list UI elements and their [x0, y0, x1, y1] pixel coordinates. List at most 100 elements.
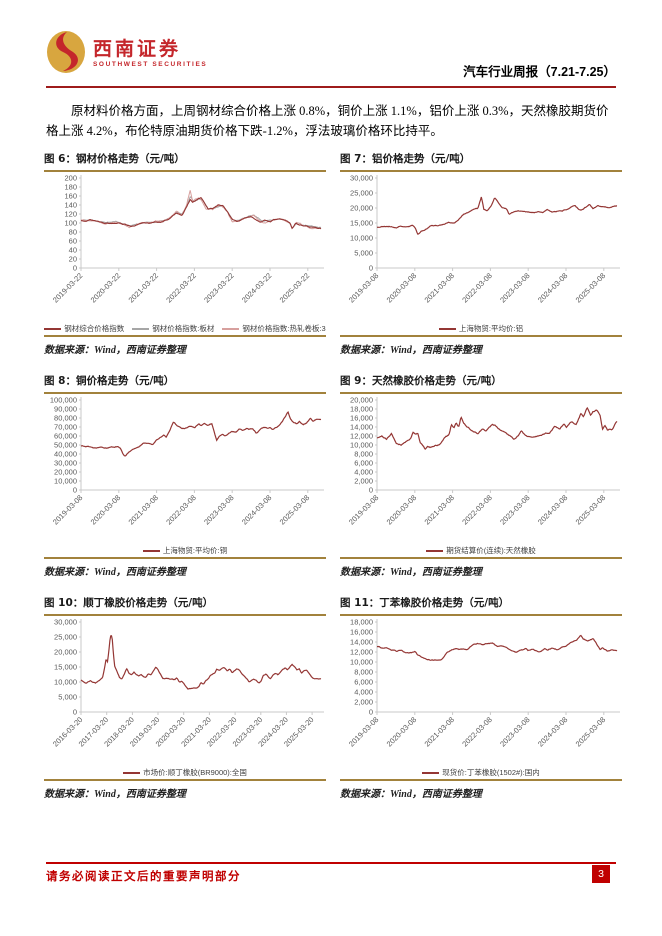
svg-text:0: 0 [369, 264, 373, 273]
svg-text:6,000: 6,000 [354, 459, 373, 468]
legend-item: 市场价:顺丁橡胶(BR9000):全国 [123, 767, 247, 778]
svg-text:30,000: 30,000 [54, 459, 77, 468]
svg-text:2024-03-08: 2024-03-08 [240, 493, 273, 526]
footer-disclaimer: 请务必阅读正文后的重要声明部分 [46, 871, 241, 883]
svg-text:18,000: 18,000 [350, 618, 373, 627]
legend-item: 上海物贸:平均价:铜 [142, 545, 228, 556]
footer-rule [46, 862, 616, 864]
svg-text:16,000: 16,000 [350, 628, 373, 637]
legend-item: 钢材价格指数:板材 [132, 323, 214, 334]
header-rule [46, 86, 616, 88]
line-chart-sbr-rubber: 0 2,000 4,000 6,000 8,000 10,000 12,000 14,000 1… [340, 616, 622, 766]
legend-swatch [422, 771, 440, 774]
svg-text:5,000: 5,000 [354, 249, 373, 258]
line-chart-natural-rubber: 0 2,000 4,000 6,000 8,000 10,000 12,000 14,000 1… [340, 394, 622, 544]
svg-text:10,000: 10,000 [350, 234, 373, 243]
line-chart-aluminum: 0 5,000 10,000 15,000 20,000 25,000 30,000 2019… [340, 172, 622, 322]
svg-text:40,000: 40,000 [54, 450, 77, 459]
report-title: 汽车行业周报（7.21-7.25） [463, 65, 616, 79]
svg-text:2021-03-08: 2021-03-08 [127, 493, 160, 526]
figure-bottom-rule [340, 335, 622, 337]
chart-legend: 钢材综合价格指数 钢材价格指数:板材 钢材价格指数:热轧卷板:3 [44, 322, 326, 335]
svg-text:14,000: 14,000 [350, 638, 373, 647]
svg-text:0: 0 [73, 708, 77, 717]
svg-text:2019-03-08: 2019-03-08 [347, 271, 380, 304]
legend-label: 钢材价格指数:热轧卷板:3 [242, 324, 326, 333]
svg-text:2021-03-08: 2021-03-08 [423, 271, 456, 304]
svg-text:2019-03-08: 2019-03-08 [347, 715, 380, 748]
chart-legend: 期货结算价(连续):天然橡胶 [340, 544, 622, 557]
figure-title: 图 11：丁苯橡胶价格走势（元/吨） [340, 597, 510, 609]
legend-label: 上海物贸:平均价:铜 [162, 546, 228, 555]
svg-text:25,000: 25,000 [54, 633, 77, 642]
legend-swatch [426, 549, 444, 552]
svg-text:2022-03-08: 2022-03-08 [164, 493, 197, 526]
brand-swirl-icon [46, 30, 86, 79]
legend-swatch [132, 327, 150, 330]
svg-text:2024-03-08: 2024-03-08 [536, 493, 569, 526]
svg-text:60: 60 [69, 237, 77, 246]
svg-text:2025-03-08: 2025-03-08 [574, 271, 607, 304]
svg-text:2020-03-22: 2020-03-22 [89, 271, 122, 304]
svg-text:2023-03-08: 2023-03-08 [498, 715, 531, 748]
legend-swatch [44, 327, 62, 330]
legend-item: 钢材综合价格指数 [44, 323, 124, 334]
svg-text:180: 180 [64, 183, 77, 192]
figure-title: 图 10：顺丁橡胶价格走势（元/吨） [44, 597, 214, 609]
svg-text:2023-03-22: 2023-03-22 [202, 271, 235, 304]
legend-label: 期货结算价(连续):天然橡胶 [446, 546, 536, 555]
legend-label: 市场价:顺丁橡胶(BR9000):全国 [143, 768, 247, 777]
svg-text:15,000: 15,000 [350, 219, 373, 228]
svg-text:20,000: 20,000 [350, 396, 373, 405]
legend-swatch [123, 771, 141, 774]
svg-text:2022-03-08: 2022-03-08 [460, 715, 493, 748]
svg-text:100,000: 100,000 [50, 396, 77, 405]
legend-label: 钢材综合价格指数 [64, 324, 125, 333]
legend-swatch [222, 327, 240, 330]
svg-text:70,000: 70,000 [54, 423, 77, 432]
brand-logo: 西南证券 SOUTHWEST SECURITIES [46, 30, 207, 79]
line-chart-copper: 0 10,000 20,000 30,000 40,000 50,000 60,000 70,… [44, 394, 326, 544]
svg-text:20,000: 20,000 [350, 204, 373, 213]
svg-text:0: 0 [369, 486, 373, 495]
brand-subtitle: SOUTHWEST SECURITIES [93, 61, 208, 69]
svg-text:20,000: 20,000 [54, 648, 77, 657]
svg-text:2020-03-08: 2020-03-08 [89, 493, 122, 526]
legend-item: 钢材价格指数:热轧卷板:3 [222, 323, 326, 334]
chart-legend: 上海物贸:平均价:铜 [44, 544, 326, 557]
svg-text:80,000: 80,000 [54, 414, 77, 423]
svg-text:25,000: 25,000 [350, 189, 373, 198]
svg-text:2019-03-22: 2019-03-22 [51, 271, 84, 304]
figure-source: 数据来源：Wind，西南证券整理 [340, 789, 482, 800]
svg-text:2022-03-08: 2022-03-08 [460, 493, 493, 526]
svg-text:20: 20 [69, 255, 77, 264]
figure-10: 图 10：顺丁橡胶价格走势（元/吨） 0 5,000 10,000 15,000 20,… [44, 594, 326, 802]
svg-text:20,000: 20,000 [54, 468, 77, 477]
page-number-badge: 3 [592, 865, 610, 883]
legend-item: 现货价:丁苯橡胶(1502#):国内 [422, 767, 540, 778]
svg-text:2022-03-08: 2022-03-08 [460, 271, 493, 304]
svg-text:2019-03-08: 2019-03-08 [347, 493, 380, 526]
figure-source: 数据来源：Wind，西南证券整理 [44, 345, 186, 356]
svg-text:40: 40 [69, 246, 77, 255]
legend-item: 期货结算价(连续):天然橡胶 [426, 545, 536, 556]
figure-11: 图 11：丁苯橡胶价格走势（元/吨） 0 2,000 4,000 6,000 8,000… [340, 594, 622, 802]
svg-text:4,000: 4,000 [354, 468, 373, 477]
figure-7: 图 7：铝价格走势（元/吨） 0 5,000 10,000 15,000 20,000 2… [340, 150, 622, 358]
svg-text:2019-03-08: 2019-03-08 [51, 493, 84, 526]
svg-text:30,000: 30,000 [54, 618, 77, 627]
figure-top-rule [44, 614, 326, 616]
figure-6: 图 6：钢材价格走势（元/吨） 0 20 40 60 80 100 120 140 160 180… [44, 150, 326, 358]
svg-text:100: 100 [64, 219, 77, 228]
svg-text:30,000: 30,000 [350, 174, 373, 183]
svg-text:2024-03-08: 2024-03-08 [536, 715, 569, 748]
figure-source: 数据来源：Wind，西南证券整理 [44, 567, 186, 578]
svg-text:0: 0 [73, 264, 77, 273]
svg-text:50,000: 50,000 [54, 441, 77, 450]
svg-text:0: 0 [73, 486, 77, 495]
intro-paragraph: 原材料价格方面，上周钢材综合价格上涨 0.8%，铜价上涨 1.1%，铝价上涨 0… [46, 104, 609, 139]
svg-text:5,000: 5,000 [58, 693, 77, 702]
figure-9: 图 9：天然橡胶价格走势（元/吨） 0 2,000 4,000 6,000 8,000 1… [340, 372, 622, 580]
chart-legend: 上海物贸:平均价:铝 [340, 322, 622, 335]
svg-text:120: 120 [64, 210, 77, 219]
